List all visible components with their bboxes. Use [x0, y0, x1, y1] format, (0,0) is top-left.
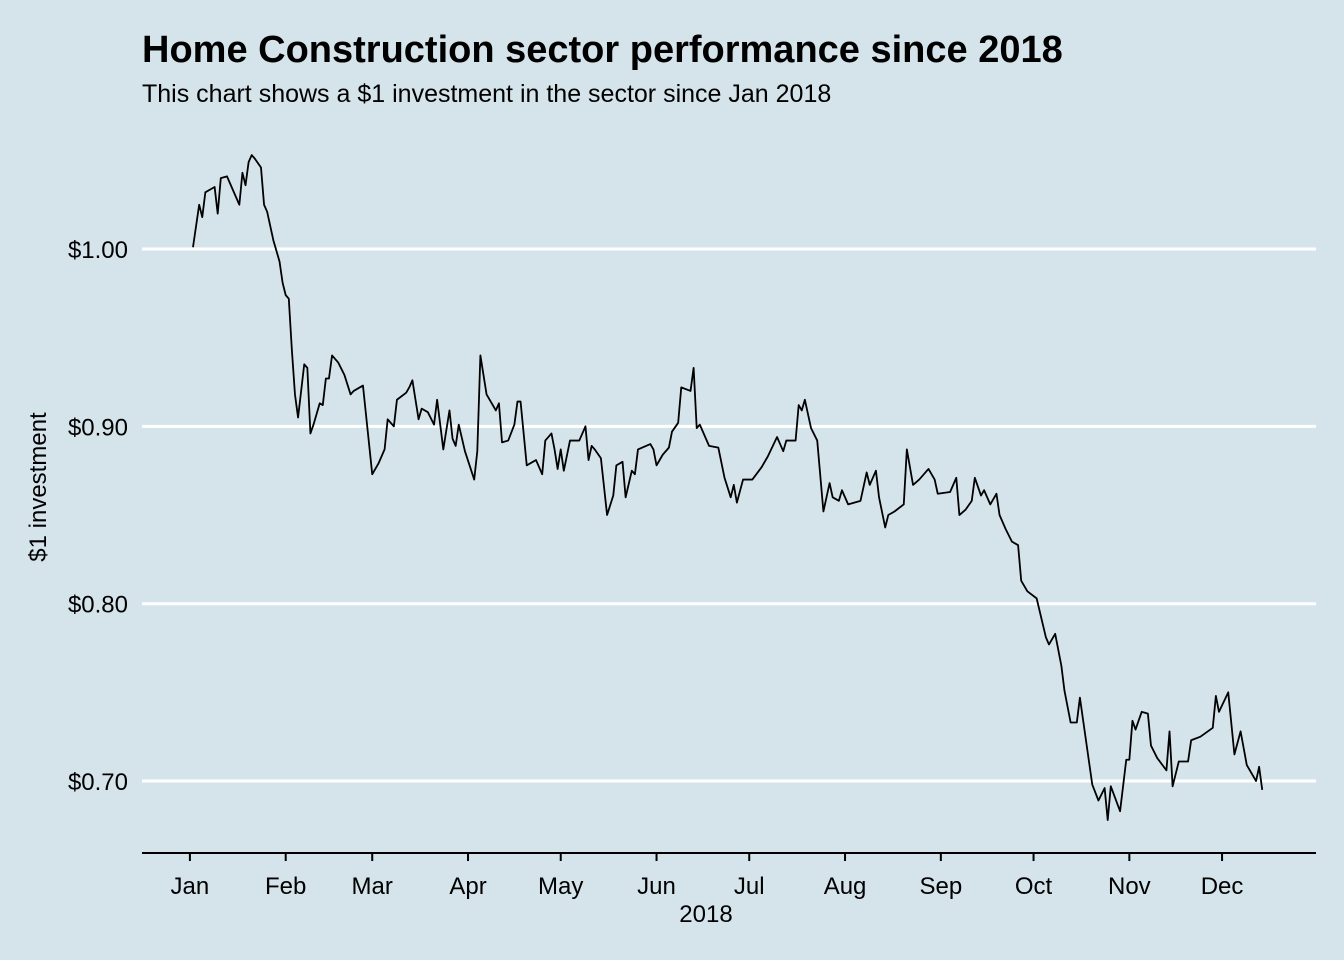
- x-tick-label: Dec: [1201, 873, 1244, 900]
- x-tick-label: Feb: [265, 873, 306, 900]
- x-tick-label: Oct: [1015, 873, 1053, 900]
- x-tick-label: Aug: [824, 873, 867, 900]
- x-tick-label: Jul: [734, 873, 765, 900]
- data-line: [192, 154, 1264, 821]
- y-tick-label: $1.00: [68, 237, 128, 264]
- y-tick-label: $0.90: [68, 414, 128, 441]
- x-tick-label: May: [538, 873, 583, 900]
- y-axis-label: $1 investment: [25, 412, 52, 562]
- chart-title: Home Construction sector performance sin…: [142, 29, 1063, 71]
- x-tick-label: Nov: [1108, 873, 1151, 900]
- x-axis-label: 2018: [679, 901, 732, 928]
- x-tick-label: Apr: [449, 873, 486, 900]
- chart-subtitle: This chart shows a $1 investment in the …: [142, 80, 831, 108]
- x-tick-label: Sep: [919, 873, 962, 900]
- x-tick-label: Jan: [171, 873, 210, 900]
- y-tick-label: $0.80: [68, 592, 128, 619]
- y-tick-label: $0.70: [68, 769, 128, 796]
- x-tick-label: Jun: [637, 873, 676, 900]
- x-tick-label: Mar: [352, 873, 393, 900]
